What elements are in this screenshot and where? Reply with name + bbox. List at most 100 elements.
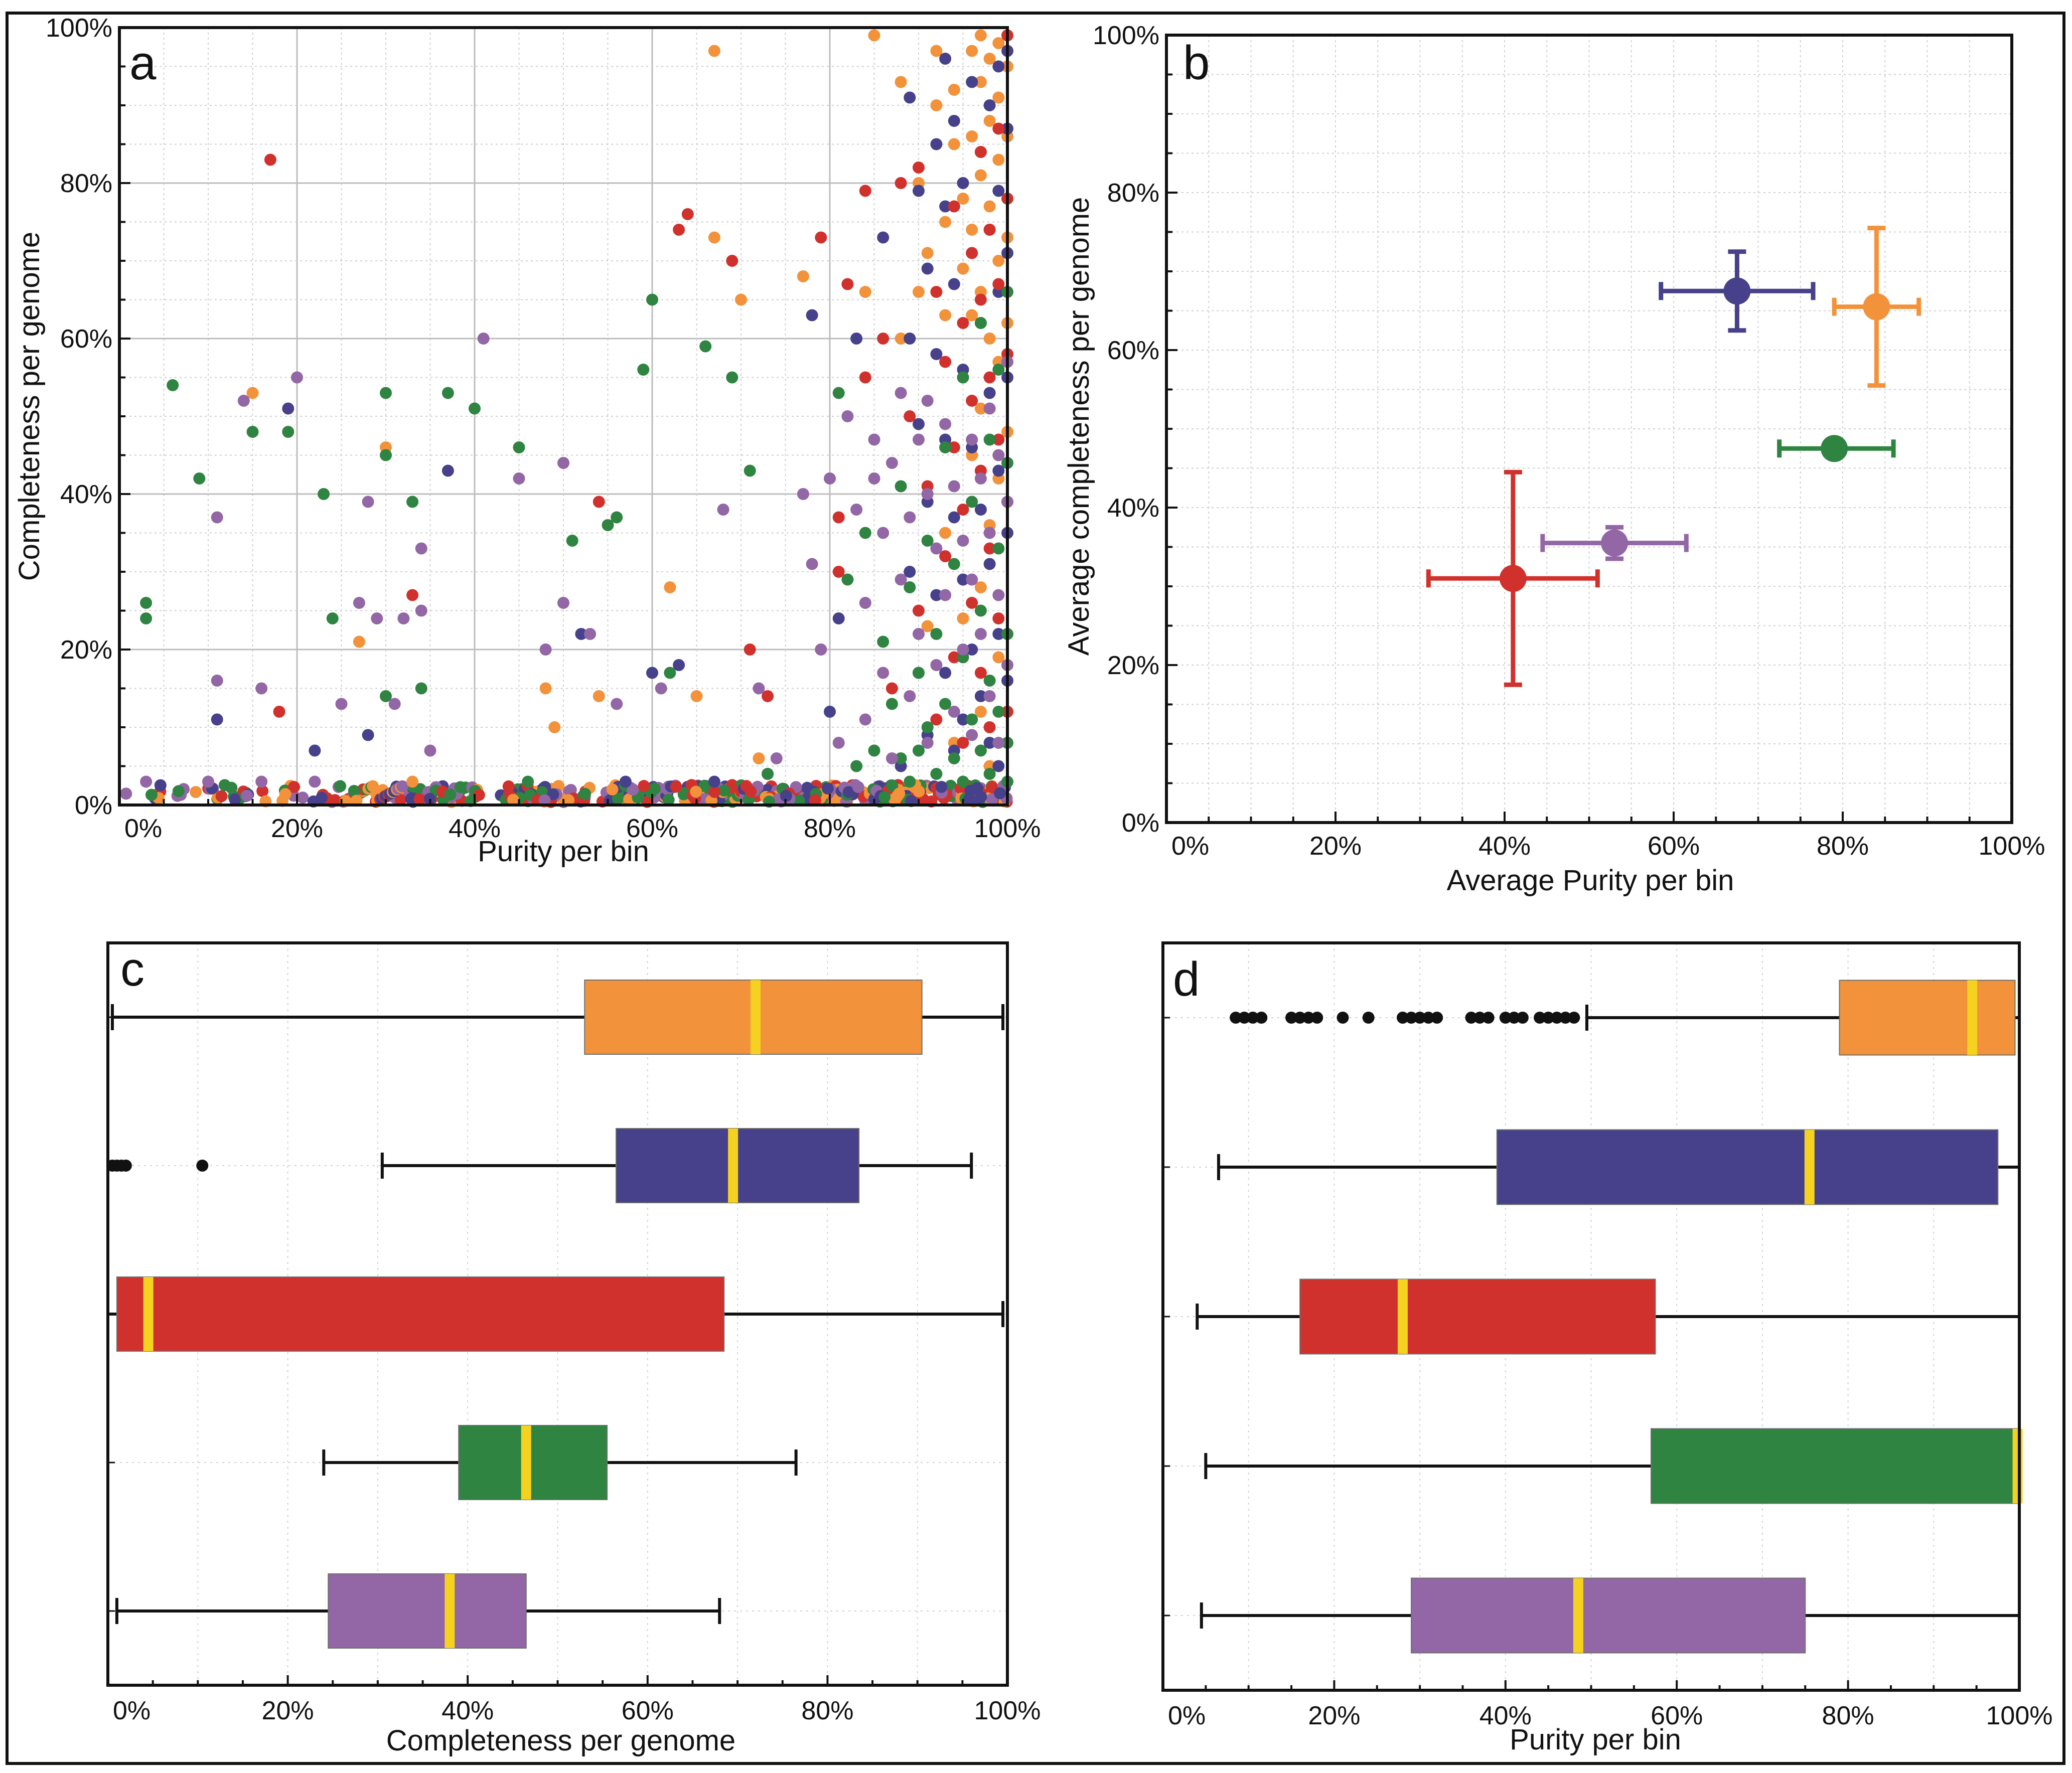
a-xtick-label: 100% [974, 814, 1041, 843]
a-point-purple [717, 504, 729, 516]
a-point-baseline [172, 785, 185, 797]
a-point-navy [832, 612, 845, 624]
d-outlier-orange [1551, 1012, 1563, 1024]
a-point-purple [477, 333, 490, 345]
a-point-purple [877, 667, 890, 679]
a-point-red [939, 550, 952, 562]
a-point-baseline [648, 782, 661, 795]
a-point-green [992, 364, 1005, 376]
a-point-red [966, 247, 978, 259]
a-point-orange [939, 216, 952, 228]
a-point-navy [646, 667, 658, 679]
panel-d-label: d [1173, 952, 1200, 1006]
b-xtick-label: 20% [1309, 832, 1362, 861]
a-point-green [513, 441, 525, 453]
a-point-red [930, 286, 943, 298]
a-point-orange [983, 115, 996, 127]
a-point-navy [974, 690, 987, 702]
d-outlier-orange [1294, 1012, 1306, 1024]
a-point-green [930, 768, 943, 780]
a-point-navy [930, 138, 943, 150]
a-point-red [859, 371, 871, 384]
a-point-green [992, 706, 1005, 718]
a-point-navy [992, 628, 1005, 640]
a-point-green [939, 698, 952, 710]
a-point-purple [983, 402, 996, 415]
a-point-baseline [507, 793, 519, 806]
d-outlier-orange [1247, 1012, 1259, 1024]
a-point-green [921, 535, 934, 547]
a-point-baseline [256, 785, 269, 797]
a-point-red [832, 566, 845, 578]
a-point-baseline [288, 780, 301, 793]
a-point-baseline [444, 788, 457, 801]
a-ytick-label: 60% [60, 325, 112, 354]
a-point-purple [885, 752, 898, 764]
a-point-navy [939, 200, 952, 213]
a-point-navy [992, 60, 1005, 73]
a-point-orange [913, 286, 925, 298]
d-outlier-orange [1405, 1012, 1418, 1024]
a-point-orange [939, 527, 952, 539]
a-point-green [957, 371, 969, 384]
a-point-baseline [394, 793, 407, 806]
a-point-green [167, 379, 179, 391]
a-point-green [380, 690, 392, 702]
a-point-red [885, 682, 898, 695]
d-outlier-orange [1482, 1012, 1495, 1024]
a-point-red [895, 177, 907, 189]
a-point-purple [584, 628, 597, 640]
a-point-red [974, 293, 987, 306]
a-point-red [983, 542, 996, 555]
a-point-orange [957, 612, 969, 624]
a-point-red [273, 706, 285, 718]
a-point-red [983, 371, 996, 384]
a-point-purple [611, 698, 623, 710]
c-xtick-label: 80% [801, 1696, 853, 1725]
a-point-green [406, 496, 419, 508]
a-point-red [832, 511, 845, 524]
a-point-baseline [120, 787, 132, 800]
b-ytick-label: 0% [1122, 809, 1159, 838]
b-point-orange [1863, 293, 1890, 320]
a-point-navy [877, 231, 890, 244]
a-point-purple [895, 387, 907, 399]
a-point-red [957, 317, 969, 329]
a-point-orange [868, 29, 880, 42]
a-point-navy [913, 418, 925, 430]
a-point-green [140, 597, 153, 609]
a-point-green [522, 775, 534, 788]
a-point-purple [992, 449, 1005, 461]
panel-d: 0% 20% 40% 60% 80% 100% d Purity per bin [1161, 941, 2053, 1756]
a-point-orange [957, 193, 969, 205]
a-point-navy [850, 333, 863, 345]
panel-b-ticks: 0% 20% 40% 60% 80% 100% 0% 20% 40% 60% 80% 100% [1093, 21, 2045, 861]
d-outlier-orange [1516, 1012, 1529, 1024]
a-point-green [318, 488, 330, 500]
d-box-navy [1496, 1129, 1999, 1205]
a-point-green [904, 775, 916, 788]
a-point-purple [557, 457, 569, 469]
d-box-red [1299, 1278, 1656, 1355]
a-ytick-label: 40% [60, 480, 112, 509]
c-outlier-navy [196, 1160, 209, 1172]
a-point-baseline [740, 780, 753, 792]
a-point-red [957, 737, 969, 749]
a-point-baseline [473, 788, 485, 801]
panel-b-xlabel: Average Purity per bin [1447, 864, 1734, 897]
a-point-purple [966, 729, 978, 741]
a-point-purple [895, 573, 907, 586]
panel-d-boxes [1196, 980, 2023, 1654]
a-point-orange [548, 721, 561, 733]
a-xtick-label: 40% [449, 814, 501, 843]
c-box-purple [328, 1573, 527, 1649]
a-point-navy [948, 278, 960, 290]
a-point-navy [673, 659, 685, 671]
a-point-red [992, 122, 1005, 135]
a-point-baseline [690, 785, 702, 798]
d-outlier-orange [1542, 1012, 1555, 1024]
a-point-baseline [215, 790, 228, 802]
a-point-baseline [708, 785, 721, 798]
a-point-baseline [454, 781, 467, 793]
